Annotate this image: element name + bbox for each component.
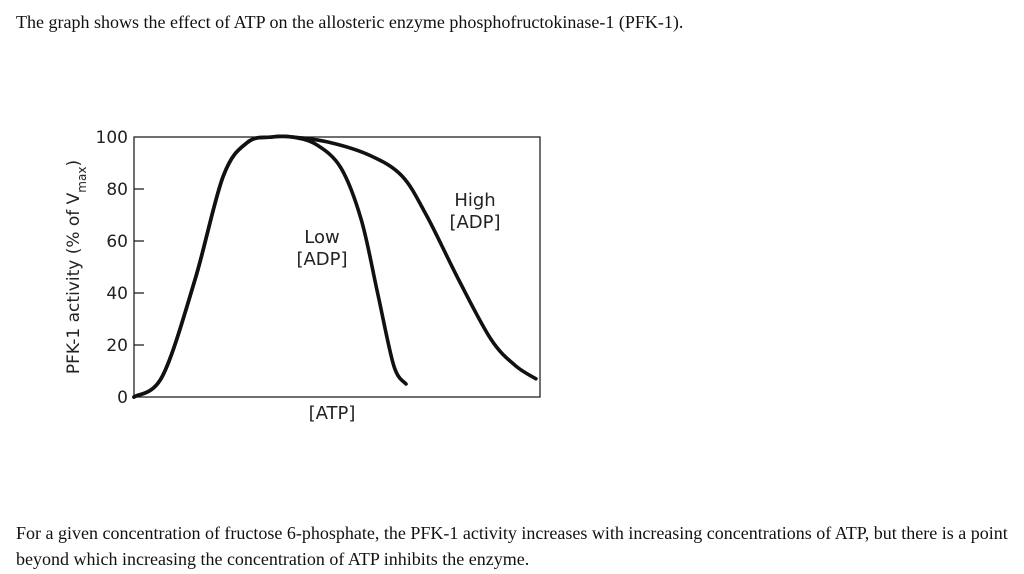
low-adp-label-line: Low [304, 227, 339, 248]
y-axis-label: PFK-1 activity (% of Vmax) [64, 160, 89, 374]
y-tick-label: 60 [106, 232, 128, 252]
outro-text: For a given concentration of fructose 6-… [16, 523, 1008, 569]
plot-frame [133, 136, 541, 398]
high-adp-label-line: [ADP] [449, 212, 500, 233]
low-adp-curve [132, 134, 408, 399]
y-tick-label: 100 [96, 128, 128, 148]
y-tick-label: 40 [106, 284, 128, 304]
low-adp-label-line: [ADP] [296, 249, 347, 270]
high-adp-label-line: High [454, 190, 495, 211]
y-tick-label: 0 [117, 388, 128, 408]
y-tick-label: 20 [106, 336, 128, 356]
x-axis-label: [ATP] [309, 403, 356, 424]
y-tick-label: 80 [106, 180, 128, 200]
intro-text: The graph shows the effect of ATP on the… [16, 12, 684, 32]
high-adp-curve [132, 134, 538, 399]
